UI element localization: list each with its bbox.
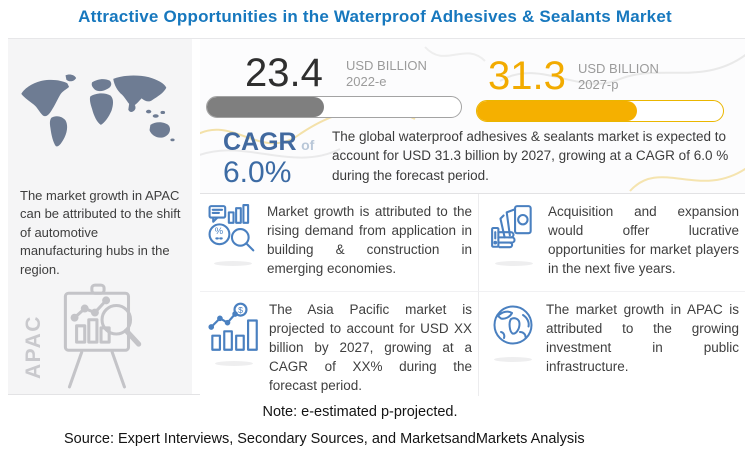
unit-label: USD BILLION (346, 58, 427, 73)
cagr-value: 6.0% (223, 156, 292, 190)
region-insight-text: The market growth in APAC can be attribu… (20, 188, 181, 277)
market-size-2022: 23.4 (245, 51, 323, 95)
unit-label: USD BILLION (578, 61, 659, 76)
note-text: Note: e-estimated p-projected. (262, 404, 458, 420)
svg-text:$: $ (238, 305, 243, 315)
insight-apac-forecast: $ (200, 291, 478, 396)
insight-demand: % Market growth is attributed to the ris… (200, 194, 478, 291)
money-hand-icon (489, 203, 539, 266)
bar-2027 (476, 100, 724, 122)
region-panel: The market growth in APAC can be attribu… (8, 39, 192, 394)
svg-text:%: % (215, 226, 223, 236)
year-label: 2022-e (346, 74, 387, 89)
globe-icon (489, 301, 537, 362)
insight-grid: % Market growth is attributed to the ris… (200, 194, 745, 396)
content-area: The market growth in APAC can be attribu… (8, 38, 745, 396)
source-text: Source: Expert Interviews, Secondary Sou… (64, 431, 585, 447)
decorative-waves (200, 46, 745, 192)
presentation-chart-illustration (63, 283, 142, 389)
world-map (21, 74, 175, 147)
market-size-section: 23.4 USD BILLION 2022-e 31.3 USD BILLION… (200, 39, 745, 194)
cagr-label: CAGR (223, 128, 297, 156)
market-size-2022-unit: USD BILLION 2022-e (346, 58, 427, 90)
main-section: 23.4 USD BILLION 2022-e 31.3 USD BILLION… (200, 39, 745, 396)
insight-text: The market growth in APAC is attributed … (546, 302, 739, 374)
insight-text: Market growth is attributed to the risin… (267, 204, 472, 276)
insight-text: Acquisition and expansion would offer lu… (548, 204, 739, 276)
region-label: APAC (22, 315, 45, 379)
cagr-of: of (301, 137, 315, 153)
cagr-block: CAGR of 6.0% (223, 129, 314, 189)
insight-acquisition: Acquisition and expansion would offer lu… (478, 194, 745, 291)
bar-2022 (206, 96, 462, 118)
insight-text: The Asia Pacific market is projected to … (269, 302, 472, 393)
page-title: Attractive Opportunities in the Waterpro… (78, 7, 672, 26)
growth-chart-icon: $ (208, 301, 260, 366)
year-label: 2027-p (578, 77, 619, 92)
market-summary-text: The global waterproof adhesives & sealan… (332, 129, 729, 183)
market-analysis-icon: % (208, 203, 258, 266)
bar-2022-fill (207, 97, 324, 117)
insight-infrastructure: The market growth in APAC is attributed … (478, 291, 745, 396)
market-size-2027-unit: USD BILLION 2027-p (578, 61, 659, 93)
bar-2027-fill (477, 101, 637, 121)
market-size-2027: 31.3 (488, 54, 566, 98)
